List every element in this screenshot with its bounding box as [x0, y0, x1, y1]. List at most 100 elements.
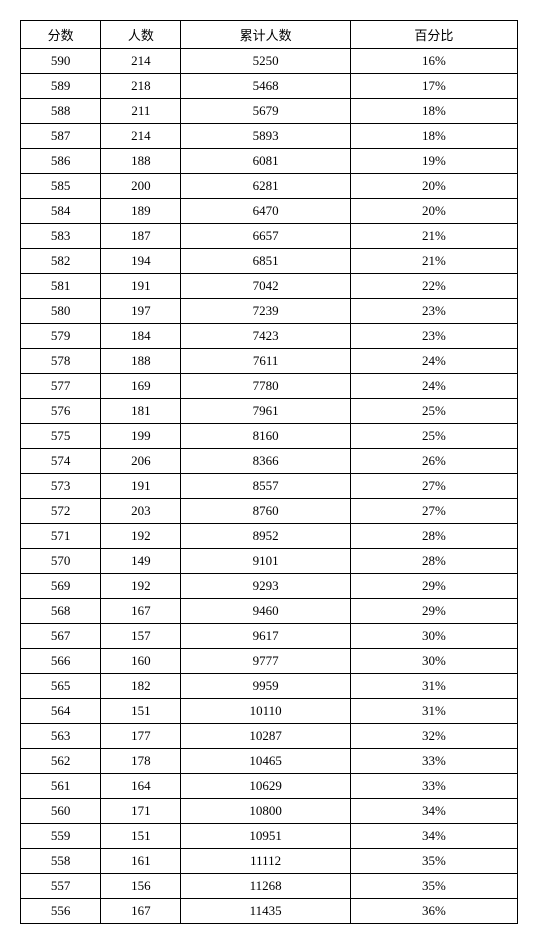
table-cell: 24% [350, 374, 517, 399]
table-cell: 182 [101, 674, 181, 699]
table-cell: 6851 [181, 249, 350, 274]
table-cell: 564 [21, 699, 101, 724]
table-cell: 9460 [181, 599, 350, 624]
table-cell: 188 [101, 149, 181, 174]
table-cell: 6657 [181, 224, 350, 249]
table-cell: 5679 [181, 99, 350, 124]
table-cell: 11268 [181, 874, 350, 899]
table-cell: 203 [101, 499, 181, 524]
header-score: 分数 [21, 21, 101, 49]
table-cell: 28% [350, 524, 517, 549]
table-cell: 561 [21, 774, 101, 799]
table-cell: 171 [101, 799, 181, 824]
table-cell: 566 [21, 649, 101, 674]
table-row: 578188761124% [21, 349, 518, 374]
table-cell: 200 [101, 174, 181, 199]
table-cell: 18% [350, 124, 517, 149]
table-cell: 567 [21, 624, 101, 649]
table-cell: 572 [21, 499, 101, 524]
table-cell: 32% [350, 724, 517, 749]
table-cell: 29% [350, 599, 517, 624]
table-cell: 9101 [181, 549, 350, 574]
table-row: 583187665721% [21, 224, 518, 249]
table-cell: 35% [350, 849, 517, 874]
table-cell: 562 [21, 749, 101, 774]
table-cell: 33% [350, 774, 517, 799]
table-cell: 194 [101, 249, 181, 274]
table-cell: 9959 [181, 674, 350, 699]
table-cell: 7042 [181, 274, 350, 299]
table-cell: 34% [350, 824, 517, 849]
table-row: 574206836626% [21, 449, 518, 474]
table-cell: 167 [101, 899, 181, 924]
table-cell: 35% [350, 874, 517, 899]
table-row: 567157961730% [21, 624, 518, 649]
table-row: 566160977730% [21, 649, 518, 674]
table-row: 5631771028732% [21, 724, 518, 749]
table-row: 572203876027% [21, 499, 518, 524]
table-row: 581191704222% [21, 274, 518, 299]
table-cell: 558 [21, 849, 101, 874]
table-cell: 184 [101, 324, 181, 349]
table-row: 584189647020% [21, 199, 518, 224]
table-cell: 31% [350, 699, 517, 724]
table-cell: 192 [101, 524, 181, 549]
table-cell: 10629 [181, 774, 350, 799]
table-cell: 23% [350, 299, 517, 324]
table-cell: 188 [101, 349, 181, 374]
table-row: 5601711080034% [21, 799, 518, 824]
table-cell: 181 [101, 399, 181, 424]
header-count: 人数 [101, 21, 181, 49]
table-cell: 156 [101, 874, 181, 899]
table-cell: 9293 [181, 574, 350, 599]
table-cell: 7239 [181, 299, 350, 324]
table-cell: 577 [21, 374, 101, 399]
table-header-row: 分数 人数 累计人数 百分比 [21, 21, 518, 49]
table-row: 590214525016% [21, 49, 518, 74]
table-row: 5621781046533% [21, 749, 518, 774]
table-cell: 218 [101, 74, 181, 99]
table-cell: 573 [21, 474, 101, 499]
table-cell: 178 [101, 749, 181, 774]
table-cell: 25% [350, 399, 517, 424]
table-cell: 8557 [181, 474, 350, 499]
table-cell: 27% [350, 474, 517, 499]
table-row: 569192929329% [21, 574, 518, 599]
table-cell: 588 [21, 99, 101, 124]
table-cell: 5250 [181, 49, 350, 74]
table-cell: 18% [350, 99, 517, 124]
table-cell: 8952 [181, 524, 350, 549]
table-cell: 27% [350, 499, 517, 524]
table-cell: 10465 [181, 749, 350, 774]
table-row: 576181796125% [21, 399, 518, 424]
table-body: 590214525016%589218546817%588211567918%5… [21, 49, 518, 924]
table-row: 585200628120% [21, 174, 518, 199]
table-cell: 583 [21, 224, 101, 249]
table-cell: 11435 [181, 899, 350, 924]
table-cell: 5468 [181, 74, 350, 99]
table-cell: 30% [350, 649, 517, 674]
table-cell: 34% [350, 799, 517, 824]
table-cell: 29% [350, 574, 517, 599]
table-row: 577169778024% [21, 374, 518, 399]
table-cell: 36% [350, 899, 517, 924]
table-cell: 149 [101, 549, 181, 574]
table-cell: 11112 [181, 849, 350, 874]
table-cell: 578 [21, 349, 101, 374]
table-cell: 10951 [181, 824, 350, 849]
table-cell: 30% [350, 624, 517, 649]
table-cell: 10110 [181, 699, 350, 724]
header-percent: 百分比 [350, 21, 517, 49]
table-cell: 575 [21, 424, 101, 449]
table-cell: 164 [101, 774, 181, 799]
table-cell: 31% [350, 674, 517, 699]
table-cell: 8160 [181, 424, 350, 449]
table-row: 5571561126835% [21, 874, 518, 899]
table-cell: 22% [350, 274, 517, 299]
table-cell: 563 [21, 724, 101, 749]
table-cell: 151 [101, 699, 181, 724]
table-cell: 559 [21, 824, 101, 849]
table-cell: 206 [101, 449, 181, 474]
table-cell: 7423 [181, 324, 350, 349]
table-cell: 19% [350, 149, 517, 174]
